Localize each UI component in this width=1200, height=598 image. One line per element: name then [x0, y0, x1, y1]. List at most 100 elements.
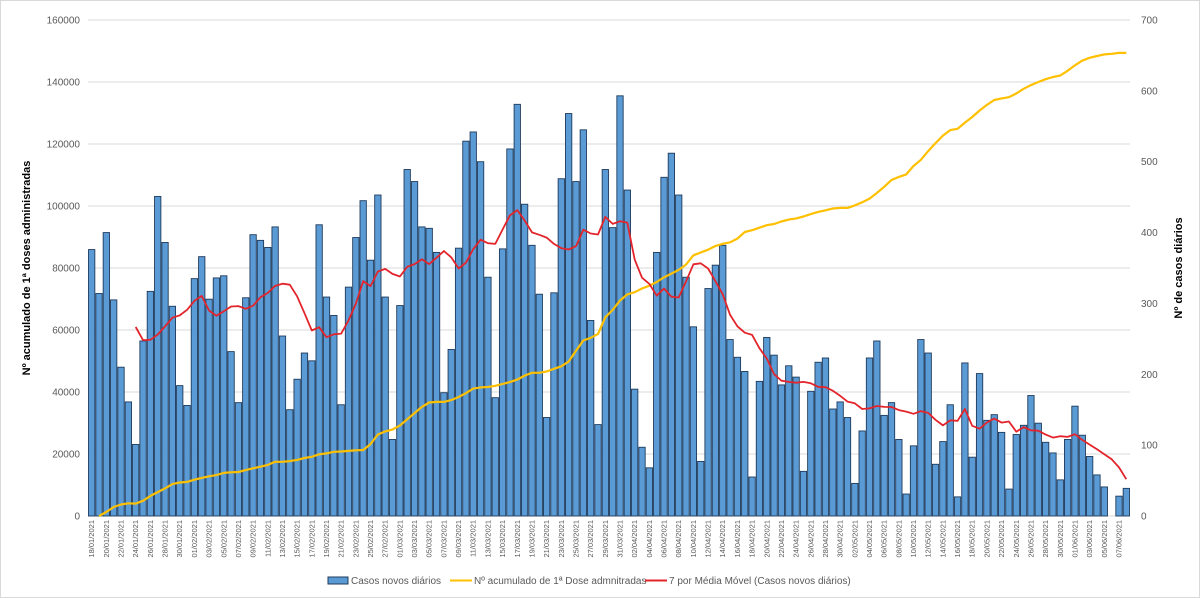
bar [117, 366, 125, 517]
x-tick-label: 27/02/2021 [381, 520, 390, 558]
x-tick-label: 01/03/2021 [395, 520, 404, 558]
bar [785, 365, 793, 517]
bar [337, 404, 345, 517]
x-tick-label: 26/04/2021 [806, 520, 815, 558]
bar [1071, 405, 1079, 517]
bar [227, 351, 235, 517]
bar [1064, 439, 1072, 517]
bar [322, 296, 331, 517]
left-tick-label: 100000 [47, 202, 81, 213]
x-tick-label: 23/02/2021 [351, 520, 360, 558]
bar [953, 496, 962, 517]
bar [95, 293, 103, 517]
left-tick-label: 160000 [47, 16, 81, 27]
bar [132, 443, 140, 517]
x-tick-label: 19/02/2021 [322, 520, 331, 558]
x-tick-label: 11/02/2021 [263, 520, 272, 557]
bar [359, 200, 367, 517]
right-tick-label: 100 [1141, 441, 1158, 452]
x-tick-label: 28/05/2021 [1041, 520, 1050, 558]
bar [183, 405, 191, 517]
bar [154, 195, 162, 517]
bar [638, 446, 646, 517]
left-tick-label: 140000 [47, 78, 81, 89]
bar [418, 226, 426, 517]
x-tick-label: 15/03/2021 [498, 520, 507, 558]
x-tick-label: 01/02/2021 [190, 520, 199, 558]
x-tick-label: 25/03/2021 [572, 520, 581, 558]
bar [711, 264, 720, 517]
x-tick-label: 18/01/2021 [87, 520, 96, 558]
bar [256, 239, 265, 517]
bar [176, 385, 184, 517]
bar [902, 493, 910, 517]
x-tick-label: 03/02/2021 [205, 520, 214, 558]
bar-series-cases [88, 95, 1130, 517]
bar [653, 251, 661, 517]
x-tick-label: 18/04/2021 [748, 520, 757, 558]
bar [983, 419, 991, 517]
bar [858, 430, 866, 517]
bar [1078, 434, 1086, 517]
bar [623, 189, 631, 517]
bar [550, 292, 558, 517]
x-tick-label: 18/05/2021 [968, 520, 977, 558]
bar [1056, 479, 1064, 517]
x-tick-label: 20/04/2021 [762, 520, 771, 558]
x-tick-label: 01/06/2021 [1071, 520, 1080, 558]
line-cumulative-first-doses [98, 51, 1127, 517]
x-tick-label: 10/04/2021 [689, 520, 698, 558]
x-tick-label: 10/05/2021 [909, 520, 918, 558]
right-tick-label: 300 [1141, 299, 1158, 310]
x-tick-label: 31/03/2021 [616, 520, 625, 558]
bar [836, 401, 844, 517]
legend-label-moving-average: 7 por Média Móvel (Casos novos diários) [669, 576, 851, 587]
right-tick-label: 200 [1141, 370, 1158, 381]
x-tick-label: 26/01/2021 [146, 520, 155, 558]
x-tick-label: 28/01/2021 [161, 520, 170, 558]
bar [513, 103, 521, 517]
bar [997, 431, 1006, 517]
bar [344, 286, 353, 517]
x-tick-label: 04/04/2021 [645, 520, 654, 558]
bar [278, 335, 287, 517]
x-tick-label: 13/03/2021 [483, 520, 492, 558]
x-tick-label: 20/01/2021 [102, 520, 111, 558]
bar [381, 296, 389, 517]
bar [220, 275, 228, 517]
bar [249, 234, 257, 517]
bar [124, 401, 132, 517]
legend-label-doses: Nº acumulado de 1ª Dose admnitradas [474, 576, 646, 587]
x-tick-label: 12/05/2021 [924, 520, 933, 558]
legend-label-cases: Casos novos diários [351, 576, 441, 587]
left-tick-label: 120000 [47, 140, 81, 151]
bar [476, 161, 485, 517]
x-tick-label: 03/03/2021 [410, 520, 419, 558]
x-tick-label: 06/05/2021 [880, 520, 889, 558]
x-tick-label: 29/03/2021 [601, 520, 610, 558]
bar [631, 388, 639, 517]
bar [667, 152, 675, 517]
x-tick-label: 11/03/2021 [469, 520, 478, 557]
right-tick-label: 700 [1141, 16, 1158, 27]
bar [968, 456, 976, 517]
bar [741, 371, 749, 517]
bar [212, 277, 221, 517]
bar [807, 390, 815, 517]
bar [315, 224, 323, 517]
bar [1049, 452, 1057, 517]
bar [895, 439, 903, 517]
x-tick-label: 13/02/2021 [278, 520, 287, 558]
x-tick-label: 05/03/2021 [425, 520, 434, 558]
legend: Casos novos diários Nº acumulado de 1ª D… [327, 576, 851, 587]
bar [1093, 474, 1101, 517]
bar [139, 340, 147, 517]
bar [1122, 487, 1130, 517]
bar [286, 409, 294, 517]
x-tick-label: 21/02/2021 [337, 520, 346, 558]
bar [975, 373, 984, 517]
bar [110, 299, 118, 517]
bar [1034, 422, 1042, 517]
bar [1019, 424, 1028, 517]
bar [161, 242, 169, 517]
